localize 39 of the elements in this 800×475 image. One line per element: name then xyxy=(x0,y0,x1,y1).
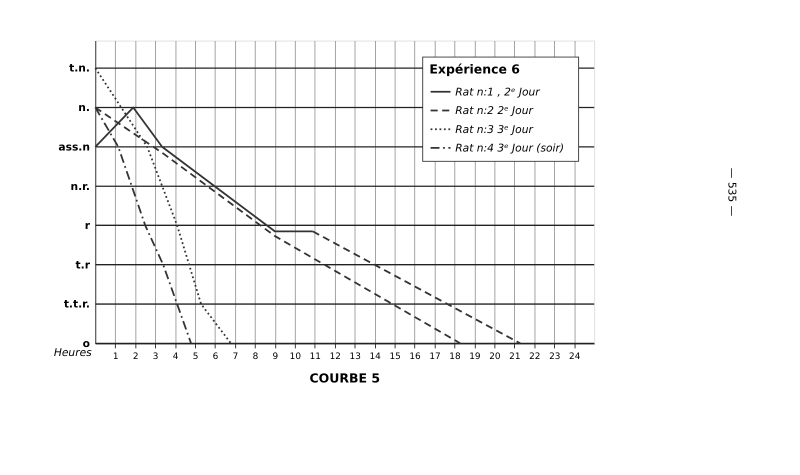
ref-line-label: r xyxy=(84,218,91,232)
x-tick-label: 7 xyxy=(232,352,238,362)
x-tick-label: 14 xyxy=(369,352,382,362)
text: COURBE 5 xyxy=(310,370,380,386)
text: — 535 — xyxy=(726,168,739,217)
x-tick-label: 6 xyxy=(212,352,219,362)
x-tick-label: 18 xyxy=(449,352,461,362)
x-tick-label: 5 xyxy=(192,352,198,362)
x-tick-label: 2 xyxy=(132,352,139,362)
x-tick-label: 23 xyxy=(549,352,560,362)
x-tick-label: 11 xyxy=(310,352,321,362)
ref-line-label: n. xyxy=(78,101,90,114)
x-tick-label: 16 xyxy=(409,352,422,362)
legend-label: Rat n:4 3ᵉ Jour (soir) xyxy=(455,141,564,154)
ref-line-label: n.r. xyxy=(70,180,90,193)
x-tick-label: 4 xyxy=(172,352,179,362)
ref-line-label: o xyxy=(82,337,90,350)
x-tick-label: 12 xyxy=(330,352,341,362)
x-tick-label: 21 xyxy=(509,352,520,362)
x-tick-label: 10 xyxy=(290,352,302,362)
x-tick-label: 17 xyxy=(429,352,441,362)
x-tick-label: 19 xyxy=(469,352,481,362)
legend-label: Rat n:3 3ᵉ Jour xyxy=(455,122,534,136)
x-tick-label: 1 xyxy=(112,352,119,362)
legend-title: Expérience 6 xyxy=(429,62,520,77)
legend-label: Rat n:1 , 2ᵉ Jour xyxy=(455,85,540,98)
ref-line-label: ass.n xyxy=(58,140,90,154)
ref-line-label: t.r xyxy=(76,258,91,272)
x-tick-label: 15 xyxy=(389,352,401,362)
x-tick-label: 24 xyxy=(569,352,581,362)
x-tick-label: 20 xyxy=(489,352,501,362)
legend-label: Rat n:2 2ᵉ Jour xyxy=(455,104,534,118)
x-tick-label: 13 xyxy=(350,352,361,362)
ref-line-label: t.n. xyxy=(69,62,90,75)
x-tick-label: 3 xyxy=(152,352,158,362)
x-tick-label: 9 xyxy=(272,352,279,362)
ref-line-label: t.t.r. xyxy=(64,298,90,311)
x-tick-label: 8 xyxy=(252,352,259,362)
x-tick-label: 22 xyxy=(529,352,540,362)
